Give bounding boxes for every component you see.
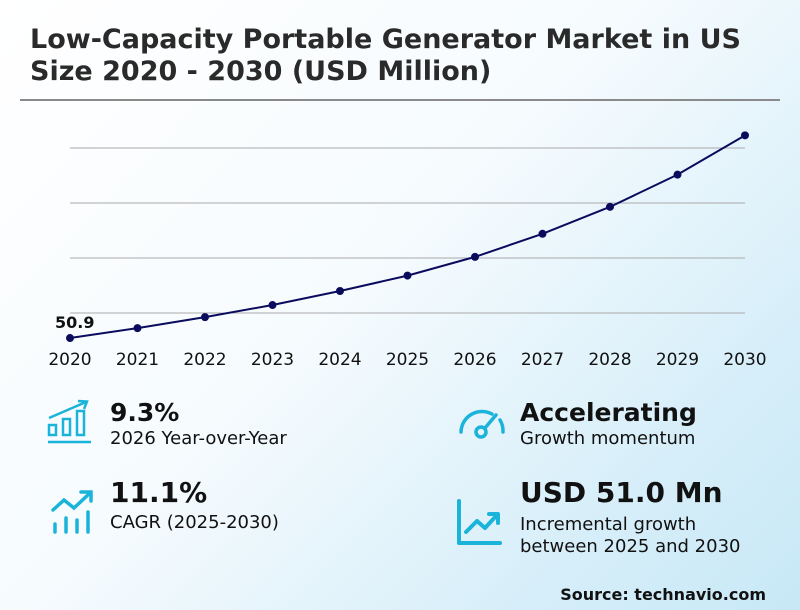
- title-line-2: Size 2020 - 2030 (USD Million): [30, 56, 492, 87]
- x-tick-label: 2022: [183, 350, 226, 370]
- yoy-label: 2026 Year-over-Year: [110, 428, 287, 449]
- incremental-label-2: between 2025 and 2030: [520, 536, 741, 557]
- chart-title: Low-Capacity Portable Generator Market i…: [30, 24, 741, 88]
- data-point-2029: [673, 170, 682, 179]
- data-point-2023: [268, 301, 277, 310]
- speedometer-icon: [459, 409, 505, 439]
- x-tick-label: 2025: [386, 350, 429, 370]
- yoy-value: 9.3%: [110, 398, 180, 427]
- x-tick-label: 2030: [723, 350, 766, 370]
- line-chart: 2020 2021 2022 2023 2024 2025 2026 2027 2028 2029…: [48, 131, 767, 370]
- x-tick-label: 2026: [453, 350, 496, 370]
- line-chart-up-icon: [457, 499, 502, 545]
- x-tick-label: 2024: [318, 350, 361, 370]
- momentum-value: Accelerating: [520, 398, 697, 427]
- data-point-2026: [471, 252, 479, 261]
- x-tick-label: 2029: [656, 350, 699, 370]
- x-tick-label: 2021: [116, 350, 159, 370]
- x-tick-label: 2020: [48, 350, 91, 370]
- x-tick-label: 2027: [521, 350, 564, 370]
- momentum-label: Growth momentum: [520, 428, 696, 449]
- series-line: [69, 134, 746, 340]
- trend-up-bars-icon: [51, 490, 93, 534]
- incremental-value: USD 51.0 Mn: [520, 476, 723, 509]
- data-point-2020: [66, 334, 74, 343]
- x-tick-label: 2023: [251, 350, 294, 370]
- incremental-label-1: Incremental growth: [520, 514, 697, 535]
- cagr-label: CAGR (2025-2030): [110, 512, 279, 533]
- cagr-value: 11.1%: [110, 476, 208, 509]
- data-point-2022: [201, 313, 209, 322]
- bar-chart-growth-icon: [47, 399, 91, 444]
- data-point-2025: [403, 271, 412, 280]
- data-point-2028: [606, 202, 614, 211]
- title-divider: [20, 99, 780, 101]
- data-point-2027: [538, 229, 547, 238]
- data-label-2020: 50.9: [55, 313, 94, 332]
- x-tick-label: 2028: [588, 350, 631, 370]
- data-point-2030: [741, 131, 749, 140]
- data-point-2021: [133, 324, 142, 333]
- title-line-1: Low-Capacity Portable Generator Market i…: [30, 24, 741, 55]
- data-point-2024: [336, 287, 344, 295]
- source-credit: Source: technavio.com: [560, 585, 766, 604]
